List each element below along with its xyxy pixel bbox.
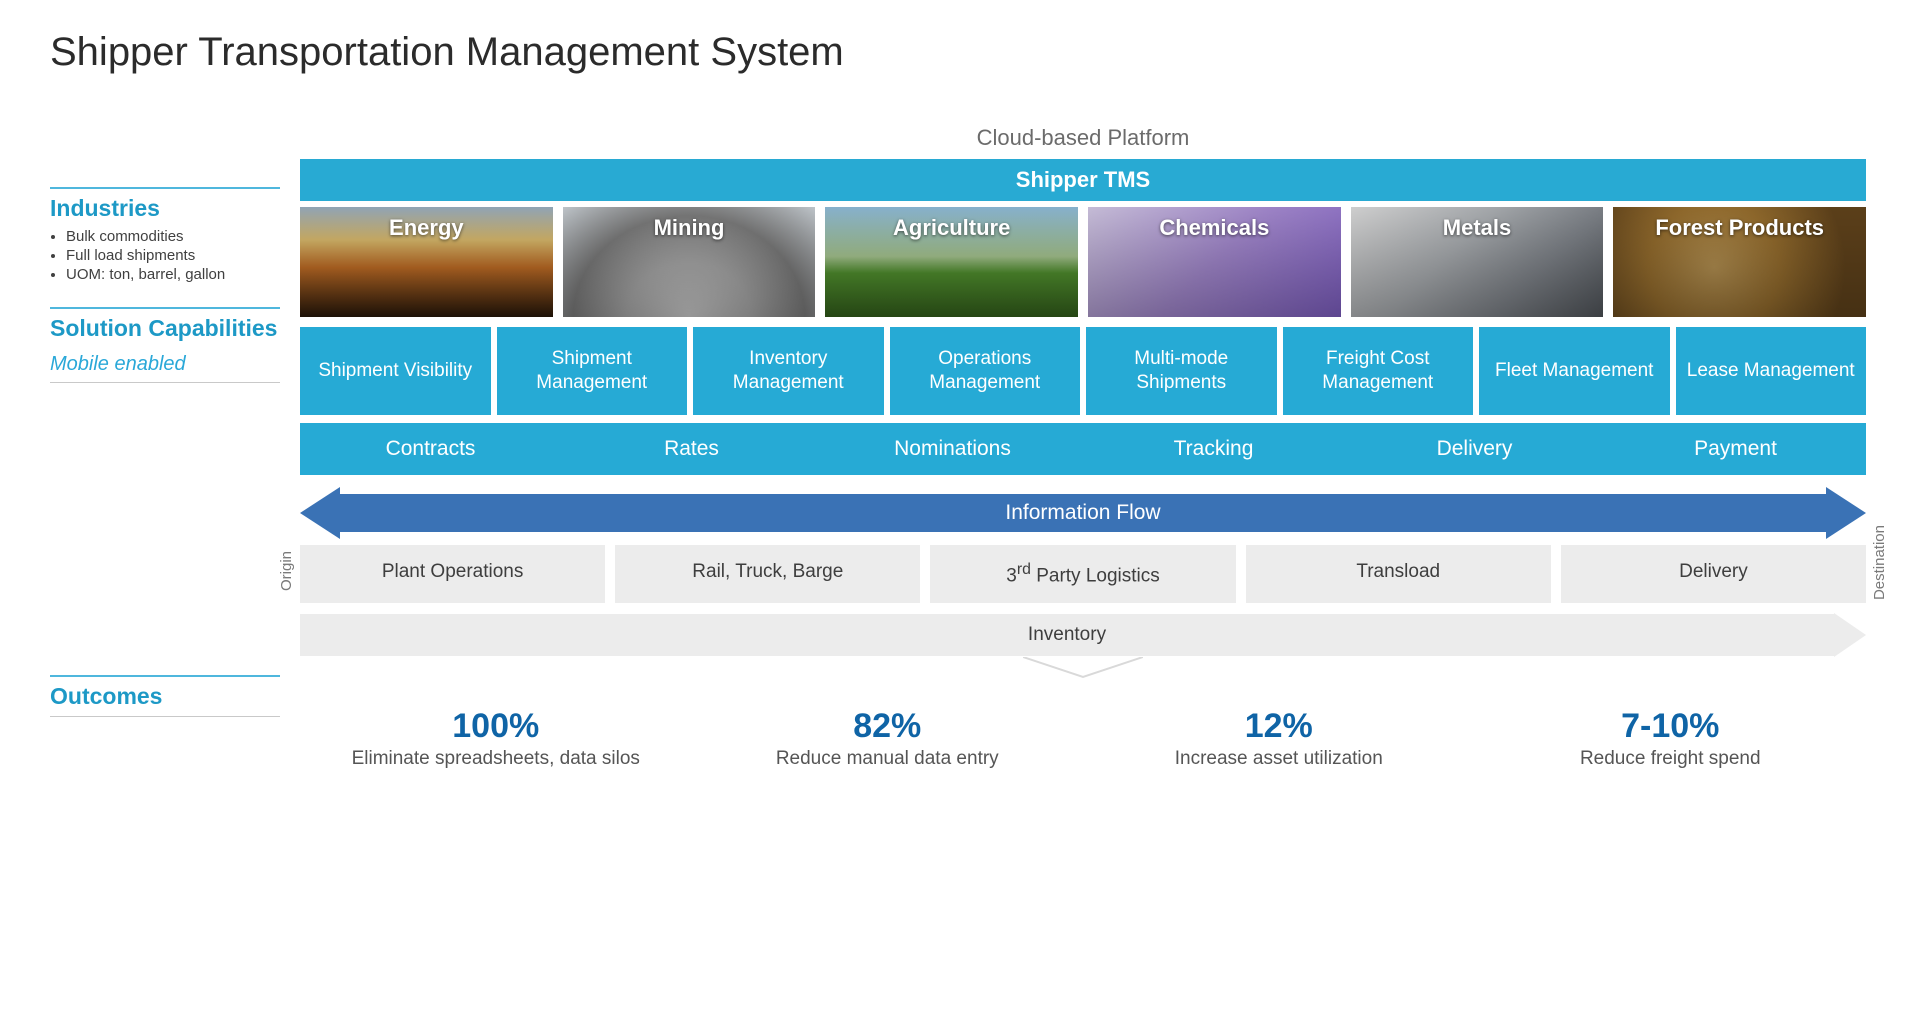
outcome-value: 7-10% bbox=[1475, 707, 1867, 746]
cloud-platform-label: Cloud-based Platform bbox=[300, 125, 1866, 151]
outcome-value: 100% bbox=[300, 707, 692, 746]
outcome-item: 12%Increase asset utilization bbox=[1083, 707, 1475, 770]
capability-tile: Shipment Visibility bbox=[300, 327, 491, 415]
industries-bullet: Full load shipments bbox=[66, 247, 280, 264]
origin-label: Origin bbox=[278, 551, 295, 591]
industry-label: Agriculture bbox=[893, 215, 1010, 317]
outcome-item: 7-10%Reduce freight spend bbox=[1475, 707, 1867, 770]
outcomes-row: 100%Eliminate spreadsheets, data silos82… bbox=[300, 707, 1866, 770]
industry-tile: Forest Products bbox=[1613, 207, 1866, 317]
process-step: Payment bbox=[1605, 437, 1866, 461]
process-step: Nominations bbox=[822, 437, 1083, 461]
arrow-right-icon bbox=[1834, 613, 1866, 657]
process-step: Contracts bbox=[300, 437, 561, 461]
page-title: Shipper Transportation Management System bbox=[50, 30, 1866, 75]
chevron-down-icon bbox=[300, 657, 1866, 681]
industry-tile: Chemicals bbox=[1088, 207, 1341, 317]
tms-bar: Shipper TMS bbox=[300, 159, 1866, 201]
diagram-root: Industries Bulk commodities Full load sh… bbox=[50, 125, 1866, 770]
industry-label: Energy bbox=[389, 215, 464, 317]
mobile-enabled-label: Mobile enabled bbox=[50, 353, 280, 383]
industry-tile: Agriculture bbox=[825, 207, 1078, 317]
arrow-right-icon bbox=[1826, 487, 1866, 539]
capability-tile: Freight Cost Management bbox=[1283, 327, 1474, 415]
capability-tile: Multi-mode Shipments bbox=[1086, 327, 1277, 415]
industries-label: Industries bbox=[50, 187, 280, 222]
information-flow-label: Information Flow bbox=[340, 494, 1826, 532]
capability-tile: Inventory Management bbox=[693, 327, 884, 415]
outcome-description: Reduce manual data entry bbox=[692, 748, 1084, 770]
flow-step-tile: Delivery bbox=[1561, 545, 1866, 603]
industry-label: Forest Products bbox=[1655, 215, 1824, 317]
industry-tile: Metals bbox=[1351, 207, 1604, 317]
content-column: Cloud-based Platform Shipper TMS Energy M… bbox=[300, 125, 1866, 770]
industry-label: Metals bbox=[1443, 215, 1511, 317]
outcome-description: Reduce freight spend bbox=[1475, 748, 1867, 770]
process-step: Tracking bbox=[1083, 437, 1344, 461]
outcome-value: 82% bbox=[692, 707, 1084, 746]
outcomes-label: Outcomes bbox=[50, 675, 280, 717]
arrow-left-icon bbox=[300, 487, 340, 539]
industry-tile: Mining bbox=[563, 207, 816, 317]
outcome-description: Eliminate spreadsheets, data silos bbox=[300, 748, 692, 770]
information-flow-arrow: Information Flow bbox=[300, 487, 1866, 539]
inventory-arrow: Inventory bbox=[300, 613, 1866, 657]
process-bar: ContractsRatesNominationsTrackingDeliver… bbox=[300, 423, 1866, 475]
capability-tile: Shipment Management bbox=[497, 327, 688, 415]
flow-step-tile: Plant Operations bbox=[300, 545, 605, 603]
industries-bullet: UOM: ton, barrel, gallon bbox=[66, 266, 280, 283]
inventory-label: Inventory bbox=[300, 614, 1834, 656]
flow-steps-wrap: Origin Destination Plant OperationsRail,… bbox=[300, 545, 1866, 657]
industry-tile: Energy bbox=[300, 207, 553, 317]
capability-tile: Operations Management bbox=[890, 327, 1081, 415]
outcome-item: 100%Eliminate spreadsheets, data silos bbox=[300, 707, 692, 770]
destination-label: Destination bbox=[1871, 525, 1888, 600]
outcome-description: Increase asset utilization bbox=[1083, 748, 1475, 770]
process-step: Rates bbox=[561, 437, 822, 461]
industries-row: Energy Mining Agriculture Chemicals Metals Fo… bbox=[300, 207, 1866, 317]
outcome-item: 82%Reduce manual data entry bbox=[692, 707, 1084, 770]
flow-steps-row: Plant OperationsRail, Truck, Barge3rd Pa… bbox=[300, 545, 1866, 603]
left-labels-column: Industries Bulk commodities Full load sh… bbox=[50, 125, 280, 770]
industry-label: Mining bbox=[654, 215, 725, 317]
solution-capabilities-label: Solution Capabilities bbox=[50, 307, 280, 343]
capability-tile: Fleet Management bbox=[1479, 327, 1670, 415]
capabilities-row: Shipment VisibilityShipment ManagementIn… bbox=[300, 327, 1866, 415]
capability-tile: Lease Management bbox=[1676, 327, 1867, 415]
industries-bullet: Bulk commodities bbox=[66, 228, 280, 245]
flow-step-tile: Rail, Truck, Barge bbox=[615, 545, 920, 603]
industries-bullets: Bulk commodities Full load shipments UOM… bbox=[50, 226, 280, 285]
outcome-value: 12% bbox=[1083, 707, 1475, 746]
process-step: Delivery bbox=[1344, 437, 1605, 461]
flow-step-tile: Transload bbox=[1246, 545, 1551, 603]
industry-label: Chemicals bbox=[1159, 215, 1269, 317]
flow-step-tile: 3rd Party Logistics bbox=[930, 545, 1235, 603]
